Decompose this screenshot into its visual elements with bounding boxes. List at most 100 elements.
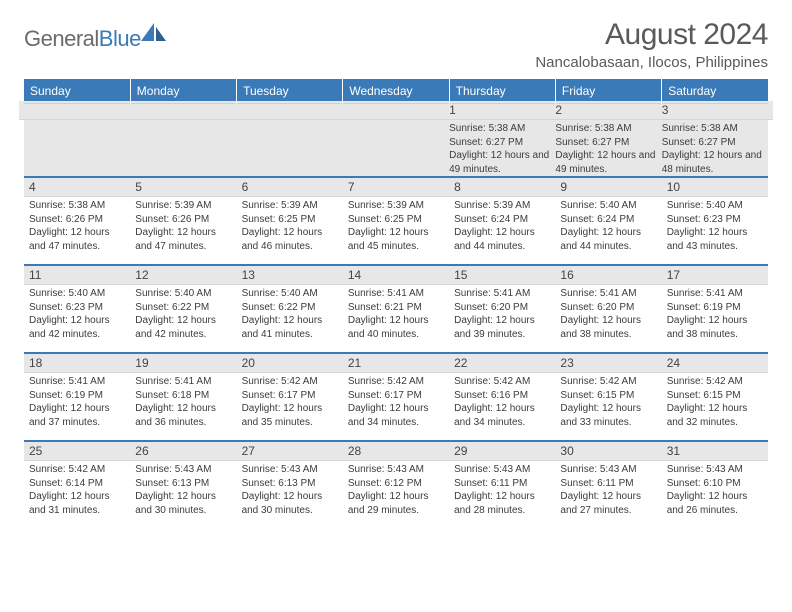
calendar-page: GeneralBlue August 2024 Nancalobasaan, I… — [0, 0, 792, 541]
calendar-body: 1 Sunrise: 5:38 AMSunset: 6:27 PMDaylight… — [24, 104, 768, 530]
day-info: Sunrise: 5:43 AMSunset: 6:13 PMDaylight:… — [242, 463, 338, 517]
day-number: 24 — [662, 354, 768, 373]
day-info: Sunrise: 5:42 AMSunset: 6:17 PMDaylight:… — [242, 375, 338, 429]
day-info: Sunrise: 5:38 AMSunset: 6:26 PMDaylight:… — [29, 199, 125, 253]
day-number: 13 — [237, 266, 343, 285]
day-number: 10 — [662, 178, 768, 197]
day-info: Sunrise: 5:40 AMSunset: 6:22 PMDaylight:… — [242, 287, 338, 341]
day-cell: 9 Sunrise: 5:40 AMSunset: 6:24 PMDaylight… — [555, 177, 661, 265]
day-info: Sunrise: 5:42 AMSunset: 6:14 PMDaylight:… — [29, 463, 125, 517]
day-number: 29 — [449, 442, 555, 461]
day-info: Sunrise: 5:40 AMSunset: 6:24 PMDaylight:… — [560, 199, 656, 253]
day-cell: 11 Sunrise: 5:40 AMSunset: 6:23 PMDayligh… — [24, 265, 130, 353]
day-info: Sunrise: 5:42 AMSunset: 6:15 PMDaylight:… — [667, 375, 763, 429]
day-cell: 28 Sunrise: 5:43 AMSunset: 6:12 PMDayligh… — [343, 441, 449, 529]
day-cell: 1Sunrise: 5:38 AMSunset: 6:27 PMDaylight… — [449, 104, 555, 178]
day-number: 26 — [130, 442, 236, 461]
empty-cell — [343, 104, 449, 178]
day-cell: 3Sunrise: 5:38 AMSunset: 6:27 PMDaylight… — [662, 104, 768, 178]
day-info: Sunrise: 5:41 AMSunset: 6:18 PMDaylight:… — [135, 375, 231, 429]
day-number: 5 — [130, 178, 236, 197]
day-info: Sunrise: 5:39 AMSunset: 6:24 PMDaylight:… — [454, 199, 550, 253]
day-cell: 21 Sunrise: 5:42 AMSunset: 6:17 PMDayligh… — [343, 353, 449, 441]
day-info: Sunrise: 5:41 AMSunset: 6:21 PMDaylight:… — [348, 287, 444, 341]
day-number: 6 — [237, 178, 343, 197]
day-number: 16 — [555, 266, 661, 285]
day-info: Sunrise: 5:41 AMSunset: 6:20 PMDaylight:… — [560, 287, 656, 341]
day-info: Sunrise: 5:38 AMSunset: 6:27 PMDaylight:… — [662, 122, 768, 176]
empty-day-number — [19, 101, 135, 120]
day-info: Sunrise: 5:40 AMSunset: 6:23 PMDaylight:… — [29, 287, 125, 341]
day-number: 4 — [24, 178, 130, 197]
sail-icon — [141, 23, 167, 48]
day-cell: 22Sunrise: 5:42 AMSunset: 6:16 PMDayligh… — [449, 353, 555, 441]
day-number: 19 — [130, 354, 236, 373]
day-cell: 25 Sunrise: 5:42 AMSunset: 6:14 PMDayligh… — [24, 441, 130, 529]
empty-day-number — [232, 101, 348, 120]
day-number: 17 — [662, 266, 768, 285]
day-info: Sunrise: 5:43 AMSunset: 6:12 PMDaylight:… — [348, 463, 444, 517]
day-info: Sunrise: 5:43 AMSunset: 6:11 PMDaylight:… — [454, 463, 550, 517]
empty-day-number — [125, 101, 241, 120]
day-cell: 10 Sunrise: 5:40 AMSunset: 6:23 PMDayligh… — [662, 177, 768, 265]
day-info: Sunrise: 5:42 AMSunset: 6:17 PMDaylight:… — [348, 375, 444, 429]
calendar-head: SundayMondayTuesdayWednesdayThursdayFrid… — [24, 79, 768, 104]
logo-text: GeneralBlue — [24, 26, 141, 52]
day-info: Sunrise: 5:41 AMSunset: 6:19 PMDaylight:… — [29, 375, 125, 429]
day-number: 11 — [24, 266, 130, 285]
empty-cell — [130, 104, 236, 178]
day-cell: 15 Sunrise: 5:41 AMSunset: 6:20 PMDayligh… — [449, 265, 555, 353]
day-number: 21 — [343, 354, 449, 373]
logo-text-general: General — [24, 26, 99, 51]
day-number: 14 — [343, 266, 449, 285]
day-info: Sunrise: 5:43 AMSunset: 6:11 PMDaylight:… — [560, 463, 656, 517]
day-number: 8 — [449, 178, 555, 197]
day-info: Sunrise: 5:38 AMSunset: 6:27 PMDaylight:… — [555, 122, 661, 176]
day-cell: 31Sunrise: 5:43 AMSunset: 6:10 PMDayligh… — [662, 441, 768, 529]
header: GeneralBlue August 2024 Nancalobasaan, I… — [24, 18, 768, 71]
day-number: 30 — [555, 442, 661, 461]
day-info: Sunrise: 5:40 AMSunset: 6:22 PMDaylight:… — [135, 287, 231, 341]
day-cell: 7Sunrise: 5:39 AMSunset: 6:25 PMDaylight… — [343, 177, 449, 265]
day-header: Thursday — [449, 79, 555, 104]
day-cell: 24 Sunrise: 5:42 AMSunset: 6:15 PMDayligh… — [662, 353, 768, 441]
day-cell: 6 Sunrise: 5:39 AMSunset: 6:25 PMDaylight… — [237, 177, 343, 265]
day-cell: 13 Sunrise: 5:40 AMSunset: 6:22 PMDayligh… — [237, 265, 343, 353]
day-number: 7 — [343, 178, 449, 197]
day-cell: 18 Sunrise: 5:41 AMSunset: 6:19 PMDayligh… — [24, 353, 130, 441]
day-info: Sunrise: 5:43 AMSunset: 6:10 PMDaylight:… — [667, 463, 763, 517]
day-number: 20 — [237, 354, 343, 373]
day-cell: 23 Sunrise: 5:42 AMSunset: 6:15 PMDayligh… — [555, 353, 661, 441]
day-number: 23 — [555, 354, 661, 373]
day-header: Saturday — [662, 79, 768, 104]
day-cell: 5Sunrise: 5:39 AMSunset: 6:26 PMDaylight… — [130, 177, 236, 265]
day-header: Tuesday — [237, 79, 343, 104]
title-block: August 2024 Nancalobasaan, Ilocos, Phili… — [535, 18, 768, 71]
day-info: Sunrise: 5:41 AMSunset: 6:20 PMDaylight:… — [454, 287, 550, 341]
calendar-table: SundayMondayTuesdayWednesdayThursdayFrid… — [24, 79, 768, 529]
day-number: 25 — [24, 442, 130, 461]
day-cell: 29 Sunrise: 5:43 AMSunset: 6:11 PMDayligh… — [449, 441, 555, 529]
day-info: Sunrise: 5:39 AMSunset: 6:25 PMDaylight:… — [242, 199, 338, 253]
day-cell: 12Sunrise: 5:40 AMSunset: 6:22 PMDayligh… — [130, 265, 236, 353]
day-info: Sunrise: 5:43 AMSunset: 6:13 PMDaylight:… — [135, 463, 231, 517]
day-cell: 20 Sunrise: 5:42 AMSunset: 6:17 PMDayligh… — [237, 353, 343, 441]
day-cell: 30 Sunrise: 5:43 AMSunset: 6:11 PMDayligh… — [555, 441, 661, 529]
day-header: Sunday — [24, 79, 130, 104]
day-number: 9 — [555, 178, 661, 197]
day-number: 15 — [449, 266, 555, 285]
day-cell: 2Sunrise: 5:38 AMSunset: 6:27 PMDaylight… — [555, 104, 661, 178]
location-text: Nancalobasaan, Ilocos, Philippines — [535, 54, 768, 71]
day-header: Wednesday — [343, 79, 449, 104]
day-number: 28 — [343, 442, 449, 461]
day-cell: 4 Sunrise: 5:38 AMSunset: 6:26 PMDaylight… — [24, 177, 130, 265]
day-cell: 17Sunrise: 5:41 AMSunset: 6:19 PMDayligh… — [662, 265, 768, 353]
day-info: Sunrise: 5:38 AMSunset: 6:27 PMDaylight:… — [449, 122, 555, 176]
day-number: 1 — [444, 101, 560, 120]
day-cell: 8 Sunrise: 5:39 AMSunset: 6:24 PMDaylight… — [449, 177, 555, 265]
day-number: 18 — [24, 354, 130, 373]
day-cell: 19 Sunrise: 5:41 AMSunset: 6:18 PMDayligh… — [130, 353, 236, 441]
day-info: Sunrise: 5:40 AMSunset: 6:23 PMDaylight:… — [667, 199, 763, 253]
day-info: Sunrise: 5:42 AMSunset: 6:15 PMDaylight:… — [560, 375, 656, 429]
empty-cell — [237, 104, 343, 178]
